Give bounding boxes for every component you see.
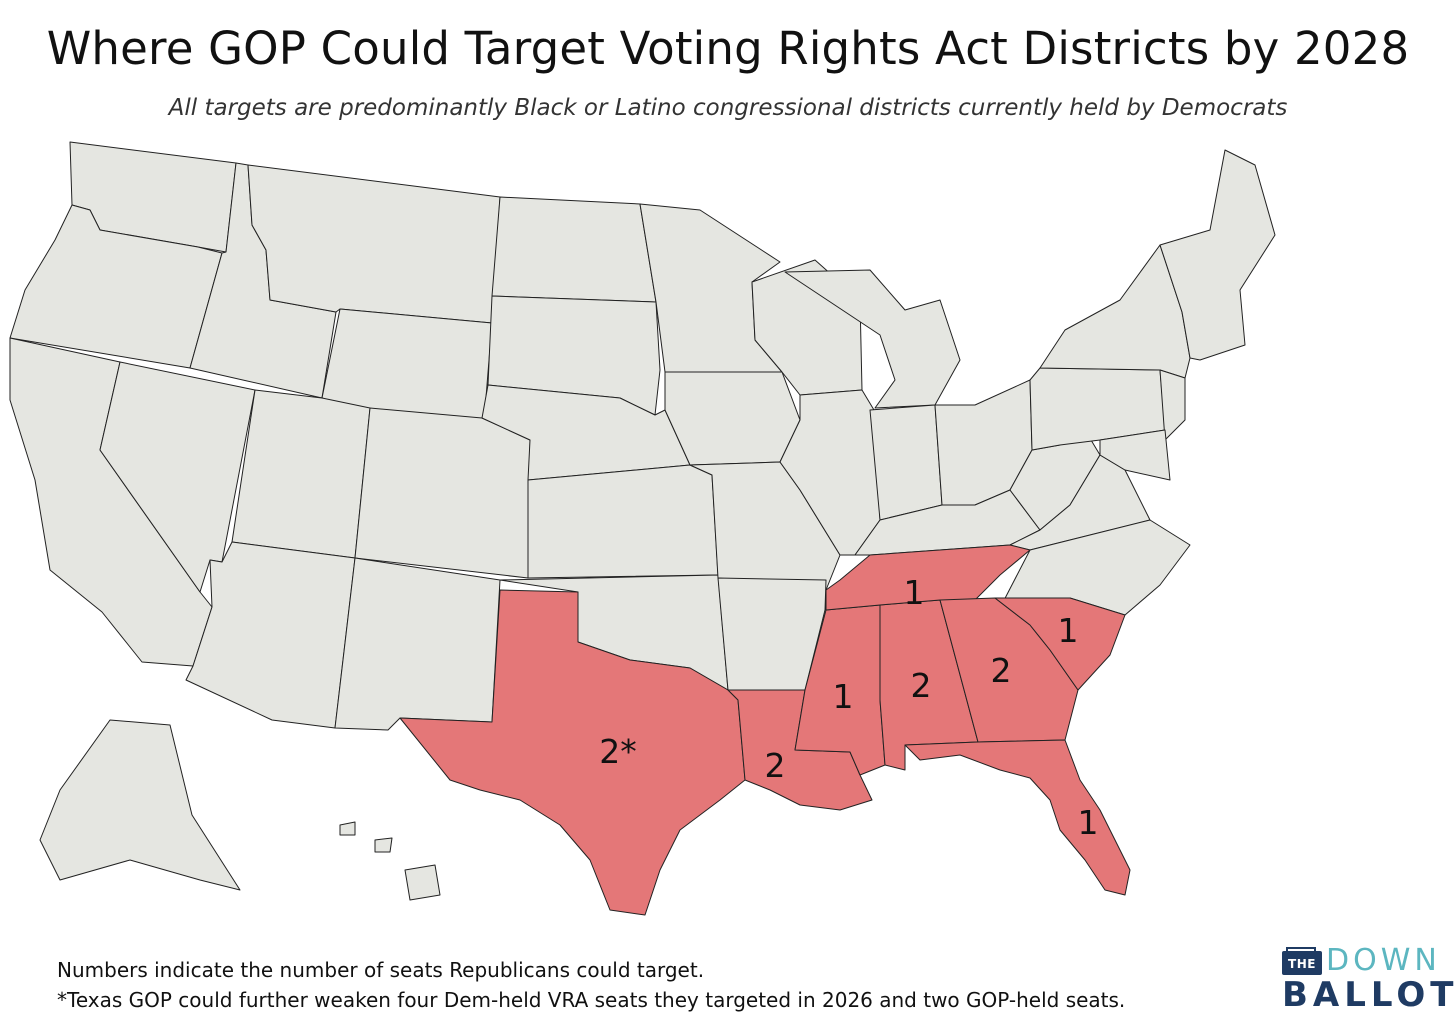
ballot-slot-icon — [1286, 947, 1316, 953]
state-new-mexico — [334, 557, 501, 731]
state-florida — [904, 739, 1131, 896]
seat-label-florida: 1 — [1078, 803, 1099, 842]
state-new-jersey — [1159, 369, 1186, 441]
state-hawaii — [339, 821, 441, 901]
seat-label-south-carolina: 1 — [1058, 611, 1079, 650]
logo-down: DOWN — [1326, 943, 1441, 978]
state-michigan — [784, 269, 961, 409]
seat-label-texas: 2* — [599, 732, 637, 771]
map-title: Where GOP Could Target Voting Rights Act… — [46, 22, 1410, 75]
state-colorado — [354, 407, 531, 579]
map-subtitle: All targets are predominantly Black or L… — [168, 95, 1288, 121]
state-kansas — [527, 464, 719, 579]
state-new-england — [1159, 149, 1276, 361]
seat-label-tennessee: 1 — [904, 573, 925, 612]
down-ballot-logo: THE DOWN BALLOT — [1280, 943, 1453, 1015]
state-arizona — [185, 541, 356, 729]
state-utah — [231, 389, 371, 559]
seat-label-georgia: 2 — [991, 651, 1012, 690]
footnote-numbers: Numbers indicate the number of seats Rep… — [57, 958, 705, 982]
state-south-carolina — [994, 597, 1126, 691]
logo-the: THE — [1288, 957, 1316, 971]
seat-label-mississippi: 1 — [833, 677, 854, 716]
state-texas — [399, 589, 746, 916]
state-iowa — [664, 371, 801, 466]
state-north-dakota — [491, 196, 657, 303]
footnote-texas: *Texas GOP could further weaken four Dem… — [57, 988, 1126, 1012]
state-maryland-delaware — [1099, 429, 1171, 481]
logo-ballot: BALLOT — [1282, 975, 1456, 1015]
seat-label-louisiana: 2 — [765, 746, 786, 785]
state-alaska — [39, 719, 241, 891]
state-illinois — [779, 389, 881, 556]
state-montana — [247, 164, 501, 324]
state-indiana — [869, 404, 943, 521]
ballot-box-icon — [1282, 951, 1322, 975]
seat-label-alabama: 2 — [911, 666, 932, 705]
